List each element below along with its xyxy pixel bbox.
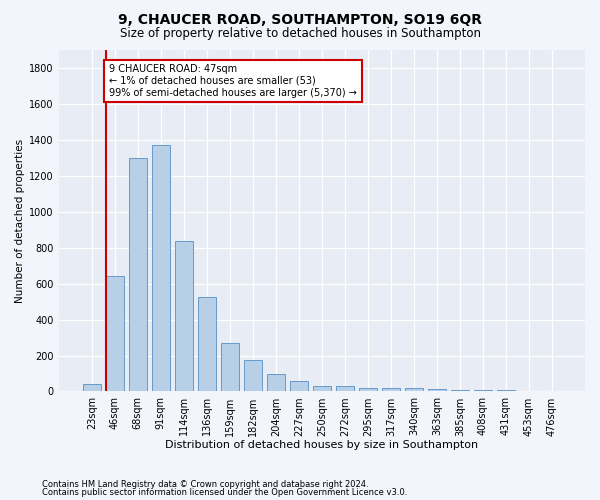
Bar <box>175 240 193 392</box>
Text: Contains HM Land Registry data © Crown copyright and database right 2024.: Contains HM Land Registry data © Crown c… <box>42 480 368 489</box>
Text: Contains public sector information licensed under the Open Government Licence v3: Contains public sector information licen… <box>42 488 407 497</box>
Bar <box>497 390 515 392</box>
Bar <box>335 386 354 392</box>
Bar <box>520 390 538 392</box>
Bar <box>473 390 492 392</box>
Bar <box>106 276 124 392</box>
Bar <box>128 158 147 392</box>
Bar <box>221 343 239 392</box>
Bar <box>152 146 170 392</box>
Bar <box>404 388 423 392</box>
Bar <box>83 384 101 392</box>
Text: 9, CHAUCER ROAD, SOUTHAMPTON, SO19 6QR: 9, CHAUCER ROAD, SOUTHAMPTON, SO19 6QR <box>118 12 482 26</box>
Text: 9 CHAUCER ROAD: 47sqm
← 1% of detached houses are smaller (53)
99% of semi-detac: 9 CHAUCER ROAD: 47sqm ← 1% of detached h… <box>109 64 357 98</box>
Y-axis label: Number of detached properties: Number of detached properties <box>15 138 25 303</box>
Bar <box>382 388 400 392</box>
Bar <box>313 386 331 392</box>
Bar <box>290 380 308 392</box>
Bar <box>266 374 285 392</box>
Text: Size of property relative to detached houses in Southampton: Size of property relative to detached ho… <box>119 28 481 40</box>
Bar <box>428 389 446 392</box>
X-axis label: Distribution of detached houses by size in Southampton: Distribution of detached houses by size … <box>165 440 478 450</box>
Bar <box>197 297 216 392</box>
Bar <box>244 360 262 392</box>
Bar <box>359 388 377 392</box>
Bar <box>451 390 469 392</box>
Bar <box>542 390 561 392</box>
